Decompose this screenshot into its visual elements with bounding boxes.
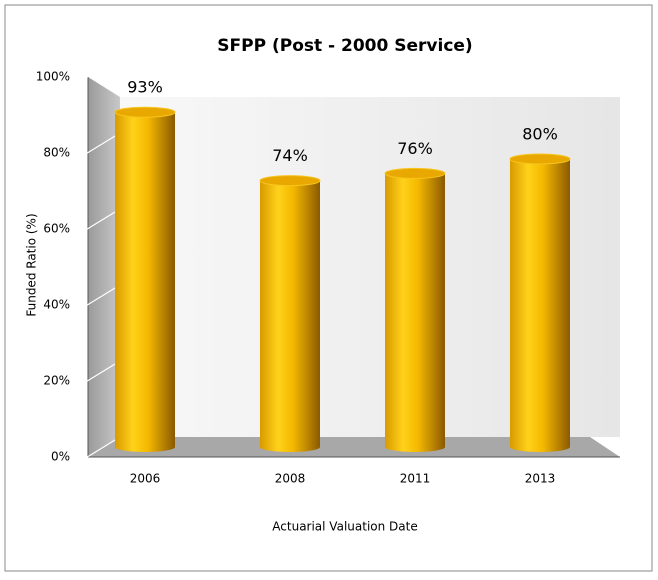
side-wall — [88, 77, 120, 457]
y-tick-label: 80% — [43, 146, 70, 160]
tick-line — [83, 132, 121, 156]
value-label: 80% — [522, 125, 558, 144]
x-tick-label: 2013 — [525, 472, 556, 486]
value-label: 76% — [397, 139, 433, 158]
bar-body — [385, 173, 445, 452]
bar — [384, 167, 446, 452]
y-tick-label: 0% — [51, 450, 70, 464]
tick-line — [83, 56, 121, 80]
tick-line — [83, 436, 121, 460]
bar-body — [115, 112, 175, 452]
back-wall — [120, 97, 620, 437]
bar — [114, 106, 176, 452]
bar — [509, 153, 571, 452]
bar-top — [384, 167, 446, 179]
tick-line — [83, 284, 121, 308]
tick-line — [83, 360, 121, 384]
value-label: 93% — [127, 78, 163, 97]
bar-top — [509, 153, 571, 165]
bar-body — [260, 180, 320, 452]
value-label: 74% — [272, 146, 308, 165]
y-tick-label: 100% — [36, 70, 70, 84]
floor — [88, 437, 620, 457]
bar-top — [259, 175, 321, 187]
bar — [259, 175, 321, 452]
x-tick-label: 2008 — [275, 472, 306, 486]
bar-top — [114, 106, 176, 118]
x-tick-label: 2006 — [130, 472, 161, 486]
y-axis-label: Funded Ratio (%) — [25, 213, 39, 316]
x-tick-label: 2011 — [400, 472, 431, 486]
y-tick-label: 20% — [43, 374, 70, 388]
chart-title: SFPP (Post - 2000 Service) — [217, 36, 472, 56]
x-axis-label: Actuarial Valuation Date — [272, 520, 417, 534]
bar-body — [510, 159, 570, 452]
y-tick-label: 40% — [43, 298, 70, 312]
y-tick-label: 60% — [43, 222, 70, 236]
tick-line — [83, 208, 121, 232]
